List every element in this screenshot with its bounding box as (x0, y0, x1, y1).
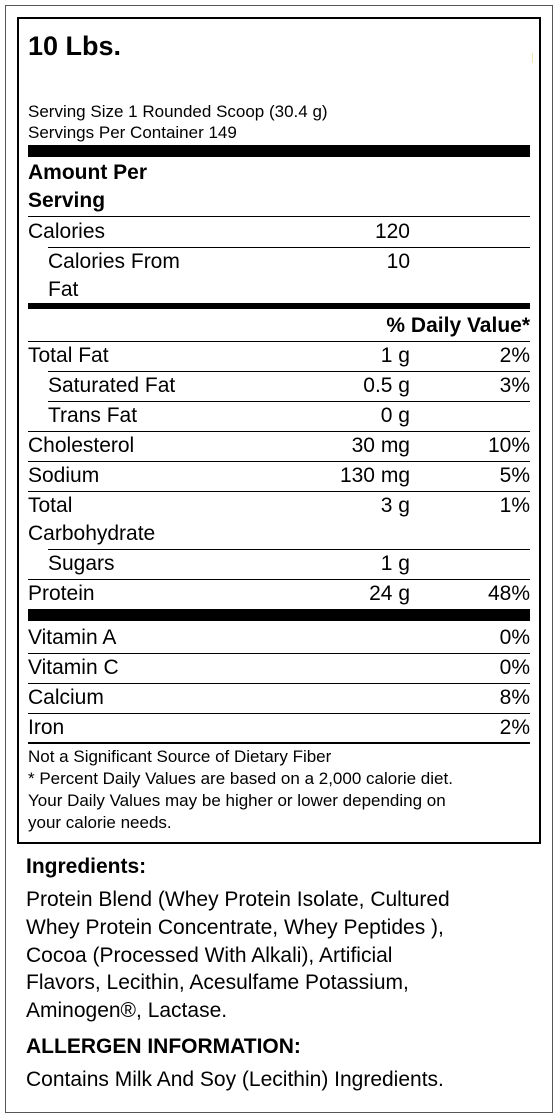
ingredients-line-4: Flavors, Lecithin, Acesulfame Potassium, (26, 971, 409, 994)
saturated-fat-label: Saturated Fat (48, 374, 176, 397)
cholesterol-dv: 10% (487, 434, 530, 457)
sodium-amount: 130 mg (339, 464, 410, 487)
serving-size: Serving Size 1 Rounded Scoop (30.4 g) (28, 102, 328, 121)
product-size-title: 10 Lbs. (28, 31, 122, 61)
ingredients-line-5: Aminogen®, Lactase. (26, 999, 228, 1022)
protein-amount: 24 g (369, 582, 410, 605)
calories-from-fat-label: Calories From (48, 250, 180, 273)
decorative-mark (532, 53, 533, 63)
calories-from-fat-value: 10 (386, 250, 410, 273)
thick-divider (28, 145, 530, 157)
total-fat-amount: 1 g (380, 344, 410, 367)
vitamin-a-label: Vitamin A (28, 626, 117, 649)
sugars-label: Sugars (48, 552, 115, 575)
sugars-amount: 1 g (380, 552, 410, 575)
carbohydrate-label-cont: Carbohydrate (28, 522, 156, 545)
nutrition-facts-panel: 10 Lbs. Serving Size 1 Rounded Scoop (30… (17, 17, 541, 844)
medium-divider (28, 303, 530, 309)
serving-label: Serving (28, 189, 106, 212)
divider (28, 461, 530, 462)
ingredients-heading: Ingredients: (26, 855, 147, 878)
carbohydrate-amount: 3 g (380, 494, 410, 517)
divider (28, 683, 530, 684)
vitamin-c-label: Vitamin C (28, 656, 119, 679)
divider (28, 216, 530, 217)
saturated-fat-amount: 0.5 g (363, 374, 410, 397)
divider (48, 549, 530, 550)
divider (28, 491, 530, 492)
allergen-text: Contains Milk And Soy (Lecithin) Ingredi… (26, 1068, 444, 1091)
calories-from-fat-label-cont: Fat (48, 278, 79, 301)
divider (48, 371, 530, 372)
calcium-label: Calcium (28, 686, 104, 709)
vitamin-a-dv: 0% (499, 626, 530, 649)
divider (28, 742, 530, 744)
divider (28, 653, 530, 654)
calories-value: 120 (374, 220, 410, 243)
carbohydrate-dv: 1% (499, 494, 530, 517)
label-outer-frame (5, 5, 553, 1113)
iron-label: Iron (28, 716, 65, 739)
vitamin-c-dv: 0% (499, 656, 530, 679)
amount-per-label: Amount Per (28, 161, 148, 184)
trans-fat-amount: 0 g (380, 404, 410, 427)
cholesterol-amount: 30 mg (351, 434, 410, 457)
ingredients-line-3: Cocoa (Processed With Alkali), Artificia… (26, 944, 393, 967)
daily-value-label: % Daily Value* (386, 314, 530, 337)
divider (28, 431, 530, 432)
calories-label: Calories (28, 220, 106, 243)
trans-fat-label: Trans Fat (48, 404, 138, 427)
calcium-dv: 8% (499, 686, 530, 709)
daily-value-footnote-1: * Percent Daily Values are based on a 2,… (28, 769, 453, 788)
divider (28, 341, 530, 342)
servings-per-container: Servings Per Container 149 (28, 123, 237, 142)
divider (28, 713, 530, 714)
daily-value-footnote-2: Your Daily Values may be higher or lower… (28, 791, 446, 810)
ingredients-line-1: Protein Blend (Whey Protein Isolate, Cul… (26, 888, 450, 911)
saturated-fat-dv: 3% (499, 374, 530, 397)
iron-dv: 2% (499, 716, 530, 739)
total-fat-label: Total Fat (28, 344, 109, 367)
divider (48, 401, 530, 402)
cholesterol-label: Cholesterol (28, 434, 135, 457)
protein-dv: 48% (487, 582, 530, 605)
divider (28, 579, 530, 580)
divider (48, 247, 530, 248)
daily-value-footnote-3: your calorie needs. (28, 813, 172, 832)
ingredients-line-2: Whey Protein Concentrate, Whey Peptides … (26, 916, 444, 939)
protein-label: Protein (28, 582, 95, 605)
sodium-label: Sodium (28, 464, 100, 487)
total-fat-dv: 2% (499, 344, 530, 367)
sodium-dv: 5% (499, 464, 530, 487)
dietary-fiber-note: Not a Significant Source of Dietary Fibe… (28, 747, 332, 766)
thick-divider (28, 609, 530, 621)
carbohydrate-label: Total (28, 494, 73, 517)
allergen-heading: ALLERGEN INFORMATION: (26, 1035, 301, 1058)
